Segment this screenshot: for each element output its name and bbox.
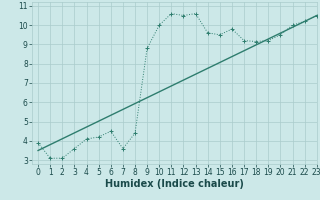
X-axis label: Humidex (Indice chaleur): Humidex (Indice chaleur) [105,179,244,189]
